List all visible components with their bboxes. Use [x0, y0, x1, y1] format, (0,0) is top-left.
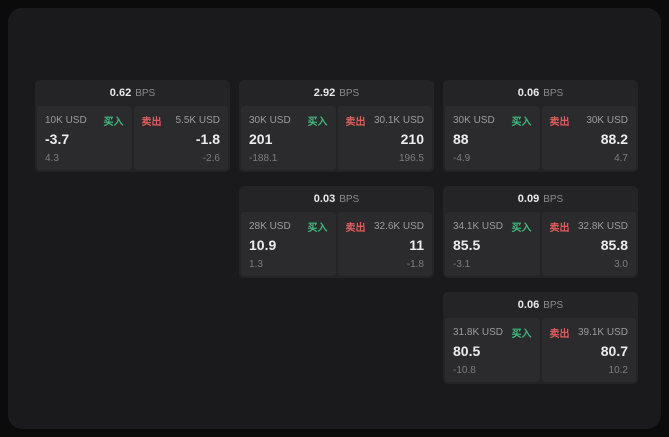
- bps-header: 0.06 BPS: [443, 292, 638, 318]
- sell-delta: 196.5: [398, 153, 424, 164]
- buy-price: 201: [249, 131, 273, 147]
- buy-panel[interactable]: 28K USD 买入 10.9 1.3: [241, 212, 336, 276]
- buy-amount: 30K USD: [453, 115, 495, 126]
- buy-amount: 31.8K USD: [453, 327, 504, 338]
- sell-amount: 30K USD: [586, 115, 628, 126]
- buy-price: 10.9: [249, 237, 277, 253]
- sell-price: 80.7: [600, 343, 628, 359]
- sell-amount: 32.6K USD: [373, 221, 424, 232]
- buy-delta: -3.1: [453, 259, 471, 270]
- buy-panel[interactable]: 34.1K USD 买入 85.5 -3.1: [445, 212, 540, 276]
- buy-amount: 10K USD: [45, 115, 87, 126]
- bps-unit-label: BPS: [135, 87, 156, 99]
- buy-price: 80.5: [453, 343, 481, 359]
- sell-badge[interactable]: 卖出: [549, 329, 570, 340]
- bps-unit-label: BPS: [543, 299, 564, 311]
- buy-badge[interactable]: 买入: [307, 117, 328, 128]
- bps-value: 2.92: [313, 87, 336, 99]
- buy-panel[interactable]: 30K USD 买入 88 -4.9: [445, 106, 540, 170]
- buy-price: 88: [453, 131, 469, 147]
- buy-delta: -10.8: [453, 365, 476, 376]
- buy-delta: -4.9: [453, 153, 471, 164]
- buy-amount: 34.1K USD: [453, 221, 504, 232]
- quote-card: 2.92 BPS 30K USD 买入 201 -188.1 卖出 30.1K …: [239, 80, 434, 172]
- buy-badge[interactable]: 买入: [511, 223, 532, 234]
- buy-delta: 4.3: [45, 153, 59, 164]
- bps-value: 0.06: [517, 299, 540, 311]
- quote-card: 0.03 BPS 28K USD 买入 10.9 1.3 卖出 32.6K US…: [239, 186, 434, 278]
- sell-badge[interactable]: 卖出: [345, 223, 366, 234]
- bps-header: 0.06 BPS: [443, 80, 638, 106]
- quote-card: 0.06 BPS 30K USD 买入 88 -4.9 卖出 30K USD: [443, 80, 638, 172]
- bps-header: 0.09 BPS: [443, 186, 638, 212]
- quote-card: 0.09 BPS 34.1K USD 买入 85.5 -3.1 卖出 32.8K…: [443, 186, 638, 278]
- sell-badge[interactable]: 卖出: [549, 117, 570, 128]
- sell-amount: 32.8K USD: [577, 221, 628, 232]
- sell-price: 11: [409, 237, 424, 253]
- bps-unit-label: BPS: [543, 87, 564, 99]
- buy-panel[interactable]: 30K USD 买入 201 -188.1: [241, 106, 336, 170]
- sell-price: -1.8: [195, 131, 220, 147]
- sell-amount: 5.5K USD: [175, 115, 220, 126]
- sell-badge[interactable]: 卖出: [345, 117, 366, 128]
- sell-panel[interactable]: 卖出 39.1K USD 80.7 10.2: [541, 318, 636, 382]
- bps-header: 2.92 BPS: [239, 80, 434, 106]
- buy-delta: 1.3: [249, 259, 263, 270]
- sell-badge[interactable]: 卖出: [141, 117, 162, 128]
- sell-panel[interactable]: 卖出 5.5K USD -1.8 -2.6: [133, 106, 228, 170]
- bps-header: 0.62 BPS: [35, 80, 230, 106]
- bps-value: 0.06: [517, 87, 540, 99]
- quote-card: 0.06 BPS 31.8K USD 买入 80.5 -10.8 卖出 39.1…: [443, 292, 638, 384]
- buy-delta: -188.1: [249, 153, 278, 164]
- buy-price: 85.5: [453, 237, 481, 253]
- sell-panel[interactable]: 卖出 32.6K USD 11 -1.8: [337, 212, 432, 276]
- bps-unit-label: BPS: [543, 193, 564, 205]
- quote-card: 0.62 BPS 10K USD 买入 -3.7 4.3 卖出 5.5K USD: [35, 80, 230, 172]
- buy-price: -3.7: [45, 131, 70, 147]
- bps-unit-label: BPS: [339, 193, 360, 205]
- buy-badge[interactable]: 买入: [103, 117, 124, 128]
- sell-delta: 3.0: [614, 259, 628, 270]
- buy-panel[interactable]: 31.8K USD 买入 80.5 -10.8: [445, 318, 540, 382]
- bps-unit-label: BPS: [339, 87, 360, 99]
- buy-badge[interactable]: 买入: [511, 329, 532, 340]
- buy-amount: 30K USD: [249, 115, 291, 126]
- quote-cards-grid: 0.62 BPS 10K USD 买入 -3.7 4.3 卖出 5.5K USD: [35, 80, 638, 384]
- sell-delta: -2.6: [202, 153, 220, 164]
- sell-price: 88.2: [600, 131, 628, 147]
- sell-delta: 4.7: [614, 153, 628, 164]
- sell-price: 85.8: [600, 237, 628, 253]
- sell-amount: 39.1K USD: [577, 327, 628, 338]
- buy-panel[interactable]: 10K USD 买入 -3.7 4.3: [37, 106, 132, 170]
- sell-panel[interactable]: 卖出 30K USD 88.2 4.7: [541, 106, 636, 170]
- bps-value: 0.09: [517, 193, 540, 205]
- sell-panel[interactable]: 卖出 30.1K USD 210 196.5: [337, 106, 432, 170]
- buy-badge[interactable]: 买入: [307, 223, 328, 234]
- sell-badge[interactable]: 卖出: [549, 223, 570, 234]
- bps-value: 0.03: [313, 193, 336, 205]
- main-surface: 0.62 BPS 10K USD 买入 -3.7 4.3 卖出 5.5K USD: [8, 8, 661, 429]
- sell-delta: -1.8: [406, 259, 424, 270]
- sell-delta: 10.2: [608, 365, 628, 376]
- sell-amount: 30.1K USD: [373, 115, 424, 126]
- buy-amount: 28K USD: [249, 221, 291, 232]
- sell-price: 210: [400, 131, 424, 147]
- bps-value: 0.62: [109, 87, 132, 99]
- bps-header: 0.03 BPS: [239, 186, 434, 212]
- buy-badge[interactable]: 买入: [511, 117, 532, 128]
- sell-panel[interactable]: 卖出 32.8K USD 85.8 3.0: [541, 212, 636, 276]
